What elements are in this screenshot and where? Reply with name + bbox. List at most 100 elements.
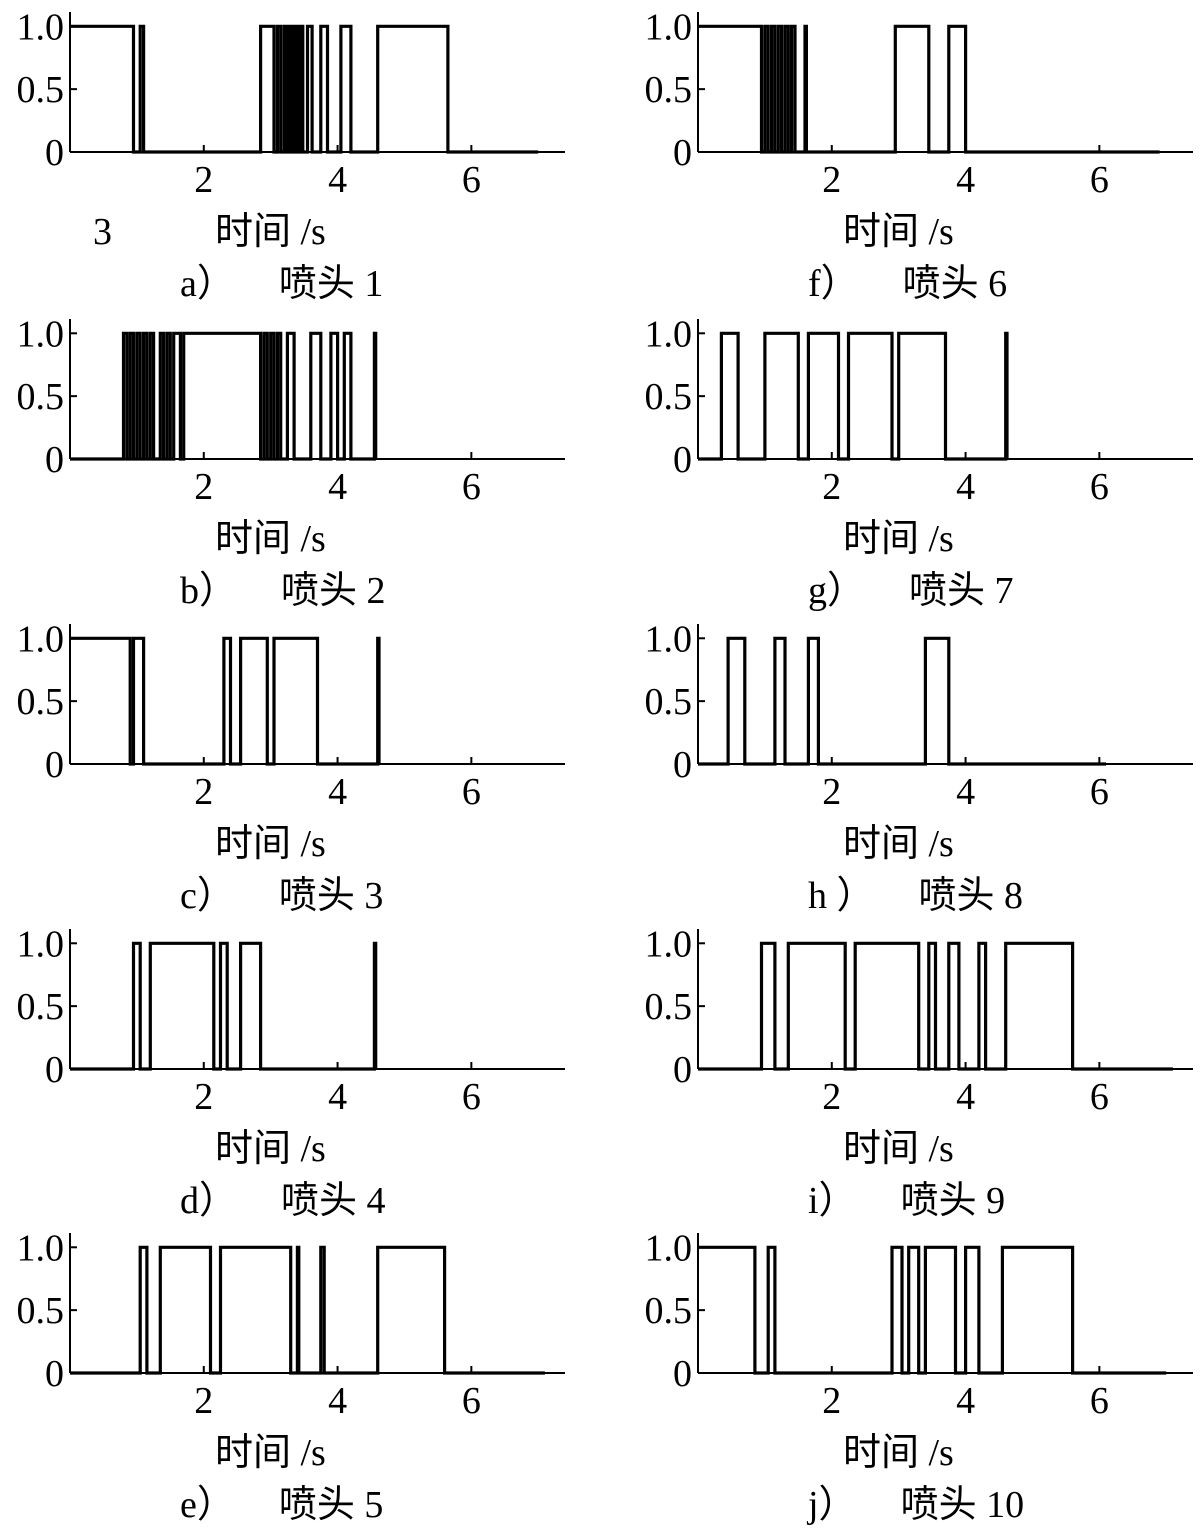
x-tick-label: 4 xyxy=(956,466,975,508)
y-tick-label: 0.5 xyxy=(645,681,693,723)
x-tick-label: 4 xyxy=(328,771,347,813)
x-axis-label: 时间 /s xyxy=(215,518,326,560)
y-tick-label: 0 xyxy=(673,439,692,481)
caption-letter: g） xyxy=(808,570,866,612)
x-tick-label: 6 xyxy=(1090,159,1109,201)
x-tick-label: 2 xyxy=(822,1380,841,1422)
chart-panel: 0 0.5 1.0 2 4 6 时间 /s d） 喷头 4 xyxy=(0,917,600,1222)
chart-panel: 0 0.5 1.0 2 4 6 时间 /s b） 喷头 2 xyxy=(0,307,600,612)
y-tick-label: 0 xyxy=(673,1353,692,1395)
y-tick-label: 0.5 xyxy=(17,69,65,111)
x-tick-label: 6 xyxy=(462,466,481,508)
caption-title: 喷头 7 xyxy=(909,570,1014,612)
x-tick-label: 6 xyxy=(462,771,481,813)
x-tick-label: 4 xyxy=(956,771,975,813)
y-tick-label: 1.0 xyxy=(645,1227,693,1269)
y-tick-label: 1.0 xyxy=(645,6,693,48)
y-tick-label: 0 xyxy=(673,744,692,786)
chart-panel: 0 0.5 1.0 2 4 6 时间 /s c） 喷头 3 xyxy=(0,612,600,917)
x-tick-label: 2 xyxy=(822,1076,841,1118)
caption-letter: b） xyxy=(180,570,238,612)
y-tick-label: 0.5 xyxy=(17,681,65,723)
chart-panel: 0 0.5 1.0 2 4 6 时间 /s g） 喷头 7 xyxy=(628,307,1200,612)
chart-panel: 0 0.5 1.0 2 4 6 时间 /s h ） 喷头 8 xyxy=(628,612,1200,917)
caption-title: 喷头 3 xyxy=(278,875,384,917)
x-tick-label: 4 xyxy=(328,159,347,201)
y-tick-label: 0 xyxy=(45,132,64,174)
x-tick-label: 2 xyxy=(194,1076,213,1118)
series-line xyxy=(70,941,378,1071)
x-tick-label: 4 xyxy=(328,1380,347,1422)
y-tick-label: 0 xyxy=(45,1049,64,1091)
x-tick-label: 6 xyxy=(462,159,481,201)
x-tick-label: 4 xyxy=(956,159,975,201)
caption-letter: d） xyxy=(180,1180,238,1222)
caption-letter: a） xyxy=(180,263,235,305)
caption-title: 喷头 9 xyxy=(900,1180,1006,1222)
chart-panel: 0 0.5 1.0 2 4 6 时间 /s e） 喷头 5 xyxy=(0,1221,600,1526)
x-tick-label: 6 xyxy=(462,1380,481,1422)
caption-title: 喷头 6 xyxy=(902,263,1008,305)
caption-title: 喷头 10 xyxy=(900,1484,1025,1526)
y-tick-label: 1.0 xyxy=(645,618,693,660)
x-tick-label: 2 xyxy=(822,771,841,813)
y-tick-label: 0.5 xyxy=(645,1290,693,1332)
x-tick-label: 6 xyxy=(1090,771,1109,813)
caption-letter: h ） xyxy=(808,875,875,917)
caption-letter: i） xyxy=(808,1180,857,1222)
x-tick-label: 6 xyxy=(1090,466,1109,508)
x-tick-label: 4 xyxy=(328,466,347,508)
y-tick-label: 0.5 xyxy=(645,69,693,111)
x-axis-label: 时间 /s xyxy=(215,1128,326,1170)
panel-caption: g） 喷头 7 xyxy=(808,559,1014,614)
y-tick-label: 0.5 xyxy=(17,1290,65,1332)
x-axis-label: 时间 /s xyxy=(215,211,326,253)
panel-caption: e） 喷头 5 xyxy=(180,1473,383,1528)
x-tick-label: 2 xyxy=(822,466,841,508)
caption-letter: j） xyxy=(808,1484,857,1526)
panel-caption: h ） 喷头 8 xyxy=(808,864,1023,919)
chart-panel: 0 0.5 1.0 2 4 6 时间 /s f） 喷头 6 xyxy=(628,0,1200,305)
series-line xyxy=(698,941,1173,1071)
x-tick-label: 2 xyxy=(194,466,213,508)
caption-title: 喷头 8 xyxy=(918,875,1024,917)
series-line xyxy=(698,331,1009,461)
series-line xyxy=(698,636,1106,766)
y-tick-label: 0 xyxy=(673,132,692,174)
y-tick-label: 0.5 xyxy=(17,986,65,1028)
y-tick-label: 1.0 xyxy=(645,923,693,965)
series-line xyxy=(70,636,381,766)
x-axis-label: 时间 /s xyxy=(843,823,954,865)
chart-svg: 0 0.5 1.0 2 4 6 xyxy=(645,618,1193,813)
chart-svg: 0 0.5 1.0 2 4 6 xyxy=(645,1227,1193,1422)
stray-label: 3 xyxy=(93,211,112,253)
caption-title: 喷头 4 xyxy=(281,1180,386,1222)
x-tick-label: 4 xyxy=(956,1076,975,1118)
y-tick-label: 1.0 xyxy=(17,1227,65,1269)
series-line xyxy=(70,331,378,461)
chart-svg: 0 0.5 1.0 2 4 6 xyxy=(645,313,1193,508)
x-tick-label: 4 xyxy=(328,1076,347,1118)
series-line xyxy=(698,24,1160,154)
x-tick-label: 2 xyxy=(194,159,213,201)
series-line xyxy=(698,1245,1167,1375)
chart-panel: 0 0.5 1.0 2 4 6 时间 /s j） 喷头 10 xyxy=(628,1221,1200,1526)
panel-caption: b） 喷头 2 xyxy=(180,559,386,614)
panel-caption: d） 喷头 4 xyxy=(180,1169,386,1224)
y-tick-label: 1.0 xyxy=(17,923,65,965)
x-axis-label: 时间 /s xyxy=(843,1128,954,1170)
x-tick-label: 6 xyxy=(1090,1380,1109,1422)
panel-caption: f） 喷头 6 xyxy=(808,252,1007,307)
caption-title: 喷头 1 xyxy=(278,263,384,305)
caption-letter: c） xyxy=(180,875,235,917)
x-tick-label: 2 xyxy=(822,159,841,201)
x-axis-label: 时间 /s xyxy=(843,1432,954,1474)
x-axis-label: 时间 /s xyxy=(843,518,954,560)
chart-svg: 0 0.5 1.0 2 4 6 xyxy=(17,923,565,1118)
chart-svg: 0 0.5 1.0 2 4 6 xyxy=(17,618,565,813)
panel-caption: j） 喷头 10 xyxy=(808,1473,1024,1528)
series-line xyxy=(70,1245,545,1375)
caption-letter: e） xyxy=(180,1484,235,1526)
y-tick-label: 0 xyxy=(673,1049,692,1091)
y-tick-label: 1.0 xyxy=(17,313,65,355)
